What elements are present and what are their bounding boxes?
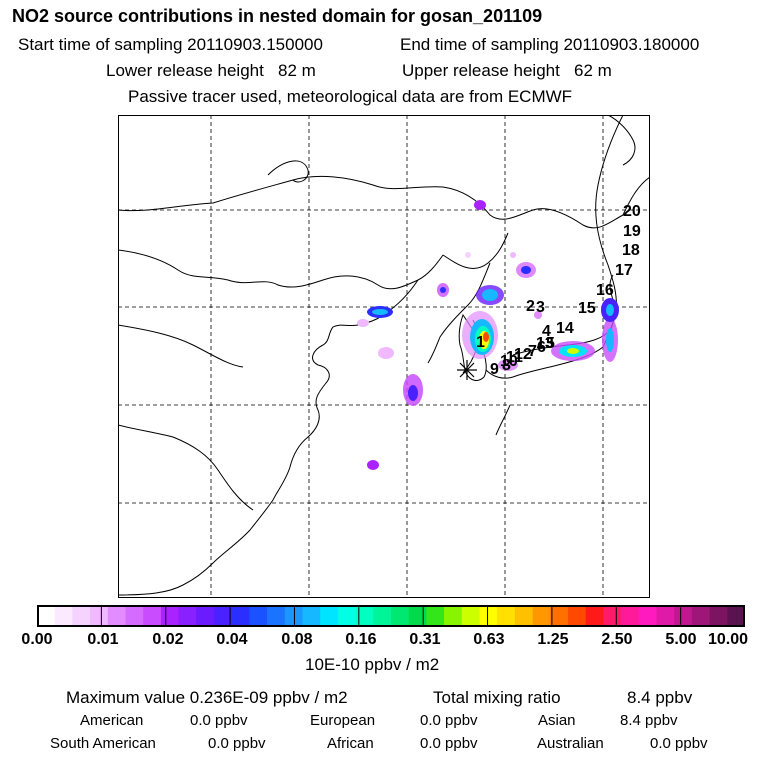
south-american-value: 0.0 ppbv	[208, 735, 266, 752]
australian-value: 0.0 ppbv	[650, 735, 708, 752]
scale-swatch	[550, 605, 569, 627]
scale-swatch	[54, 605, 73, 627]
scale-tick: 0.08	[281, 631, 313, 648]
map-label-17: 17	[615, 262, 633, 279]
upper-release-height: Upper release height 62 m	[402, 61, 612, 80]
scale-swatch	[444, 605, 463, 627]
map-label-4: 4	[542, 323, 551, 340]
scale-swatch	[90, 605, 109, 627]
european-value: 0.0 ppbv	[420, 712, 478, 729]
scale-swatch	[479, 605, 498, 627]
map-panel: 1 2 3 4 5 6 7 8 9 10 11 12 13 14 15 16 1…	[118, 115, 650, 598]
scale-swatch	[674, 605, 693, 627]
scale-tick: 0.01	[87, 631, 119, 648]
map-label-5: 5	[546, 335, 555, 352]
map-label-20: 20	[623, 203, 641, 220]
scale-swatch	[178, 605, 197, 627]
scale-swatch	[231, 605, 250, 627]
map-label-10: 10	[500, 353, 518, 370]
african-value: 0.0 ppbv	[420, 735, 478, 752]
map-label-12: 12	[514, 346, 532, 363]
scale-swatch	[603, 605, 622, 627]
scale-tick: 0.00	[21, 631, 53, 648]
scale-swatch	[214, 605, 233, 627]
scale-swatch	[337, 605, 357, 627]
scale-tick: 1.25	[537, 631, 569, 648]
australian-label: Australian	[537, 735, 604, 752]
scale-swatch	[461, 605, 480, 627]
map-label-18: 18	[622, 242, 640, 259]
asian-value: 8.4 ppbv	[620, 712, 678, 729]
scale-swatch	[426, 605, 445, 627]
map-label-7: 7	[528, 343, 537, 360]
lower-release-height: Lower release height 82 m	[106, 61, 316, 80]
scale-swatch	[37, 605, 56, 627]
scale-swatch	[196, 605, 215, 627]
scale-tick: 2.50	[601, 631, 633, 648]
maximum-value: Maximum value 0.236E-09 ppbv / m2	[66, 688, 348, 707]
map-label-15: 15	[578, 300, 596, 317]
total-mixing-value: 8.4 ppbv	[627, 688, 693, 707]
map-label-11: 11	[506, 349, 523, 366]
scale-tick: 0.31	[409, 631, 441, 648]
scale-swatch	[585, 605, 604, 627]
scale-swatch	[709, 605, 728, 627]
scale-swatch	[320, 605, 339, 627]
scale-swatch	[497, 605, 516, 627]
plot-title: NO2 source contributions in nested domai…	[12, 6, 543, 26]
scale-swatch	[638, 605, 657, 627]
scale-swatch	[408, 605, 427, 627]
south-american-label: South American	[50, 735, 156, 752]
scale-swatch	[267, 605, 286, 627]
map-label-1: 1	[476, 334, 485, 351]
scale-swatch	[568, 605, 587, 627]
map-label-16: 16	[596, 282, 614, 299]
american-label: American	[80, 712, 144, 729]
asian-label: Asian	[538, 712, 576, 729]
scale-tick: 0.04	[216, 631, 248, 648]
map-label-9: 9	[490, 361, 499, 378]
american-value: 0.0 ppbv	[190, 712, 248, 729]
map-label-3: 3	[536, 299, 545, 316]
plume-field	[357, 200, 619, 470]
scale-swatch	[727, 605, 745, 627]
map-label-14: 14	[556, 320, 574, 337]
map-label-8: 8	[502, 357, 511, 374]
scale-tick: 0.63	[473, 631, 505, 648]
scale-swatch	[621, 605, 640, 627]
scale-swatch	[532, 605, 551, 627]
sampling-end: End time of sampling 20110903.180000	[400, 35, 700, 54]
total-mixing-label: Total mixing ratio	[433, 688, 561, 707]
scale-swatch	[691, 605, 711, 627]
color-scale-bar	[37, 605, 745, 627]
scale-swatch	[160, 605, 180, 627]
scale-border	[37, 605, 745, 627]
scale-swatch	[391, 605, 410, 627]
map-label-6: 6	[537, 339, 546, 356]
european-label: European	[310, 712, 376, 729]
scale-tick: 10.00	[707, 631, 749, 648]
sampling-start: Start time of sampling 20110903.150000	[18, 35, 323, 54]
scale-swatch	[107, 605, 126, 627]
scale-tick: 0.02	[152, 631, 184, 648]
scale-units: 10E-10 ppbv / m2	[305, 655, 440, 674]
scale-swatch	[143, 605, 162, 627]
release-site-marker	[457, 360, 477, 380]
scale-swatch	[125, 605, 144, 627]
scale-swatch	[514, 605, 534, 627]
scale-swatch	[249, 605, 268, 627]
scale-swatch	[284, 605, 303, 627]
map-label-13: 13	[536, 335, 554, 352]
scale-swatch	[656, 605, 675, 627]
scale-tick: 0.16	[345, 631, 377, 648]
scale-swatch	[355, 605, 374, 627]
map-label-2: 2	[526, 298, 535, 315]
tracer-info: Passive tracer used, meteorological data…	[128, 87, 573, 106]
scale-swatch	[72, 605, 91, 627]
african-label: African	[327, 735, 374, 752]
scale-tick: 5.00	[665, 631, 697, 648]
map-label-19: 19	[623, 223, 641, 240]
scale-swatch	[302, 605, 321, 627]
scale-swatch	[373, 605, 392, 627]
